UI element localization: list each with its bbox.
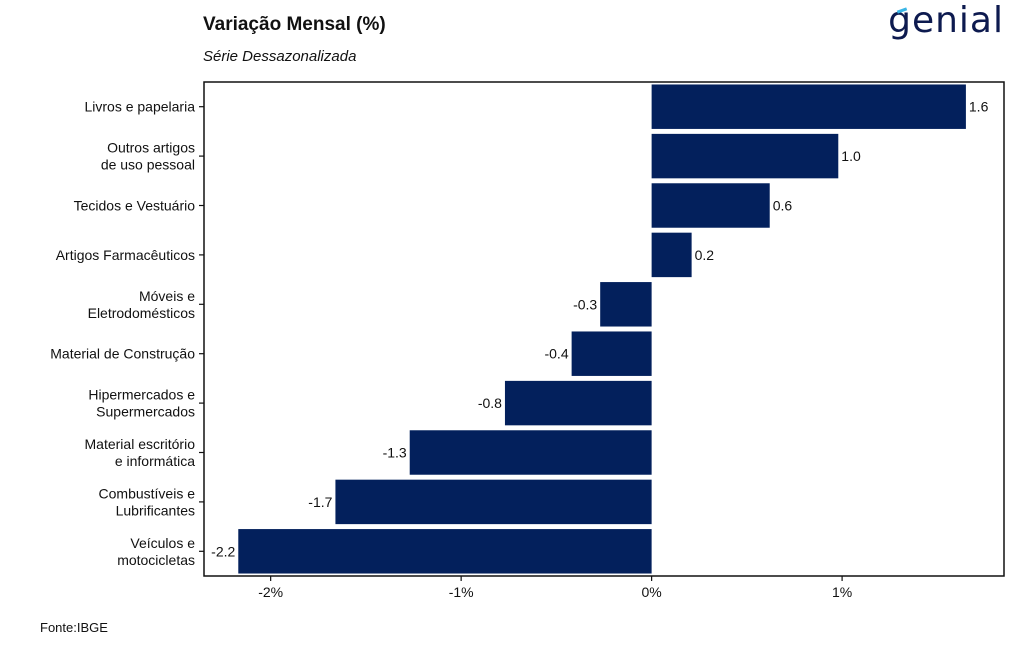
bar [651,133,839,179]
bar [238,529,652,574]
data-label: -0.4 [544,346,568,362]
category-label: Veículos e [130,535,195,551]
genial-logo: genial [888,0,1004,41]
category-label: Artigos Farmacêuticos [56,247,195,263]
data-label: 0.6 [773,198,793,214]
category-label: Hipermercados e [88,387,195,403]
x-tick-label: 1% [832,584,852,600]
category-label: e informática [115,453,195,469]
x-tick-label: 0% [642,584,662,600]
category-label: Lubrificantes [116,502,195,518]
category-label: de uso pessoal [101,157,195,173]
category-label: Combustíveis e [99,485,196,501]
data-label: 1.6 [969,99,989,115]
category-label: motocicletas [117,552,195,568]
data-label: -0.3 [573,296,597,312]
category-label: Móveis e [139,288,195,304]
source-note: Fonte:IBGE [40,620,108,635]
category-label: Supermercados [96,404,195,420]
bar [651,183,770,228]
bar [409,430,652,475]
logo-text: genial [888,0,1004,41]
bar [504,380,652,426]
category-label: Material de Construção [50,346,195,362]
x-tick-label: -1% [449,584,474,600]
chart-subtitle: Série Dessazonalizada [203,48,357,65]
category-label: Livros e papelaria [84,99,195,115]
bar [571,331,652,376]
data-label: -1.7 [308,494,332,510]
x-tick-label: -2% [258,584,283,600]
data-label: -2.2 [211,543,235,559]
data-label: 1.0 [841,148,861,164]
bar [651,84,966,129]
plot-frame [203,81,1005,577]
chart-title: Variação Mensal (%) [203,14,386,35]
category-label: Tecidos e Vestuário [74,198,196,214]
bar [335,479,652,525]
bar [651,232,692,278]
category-label: Outros artigos [107,140,195,156]
category-label: Eletrodomésticos [88,305,195,321]
data-label: -1.3 [383,445,407,461]
category-label: Material escritório [85,436,196,452]
data-label: -0.8 [478,395,502,411]
bar [600,282,652,327]
data-label: 0.2 [695,247,715,263]
